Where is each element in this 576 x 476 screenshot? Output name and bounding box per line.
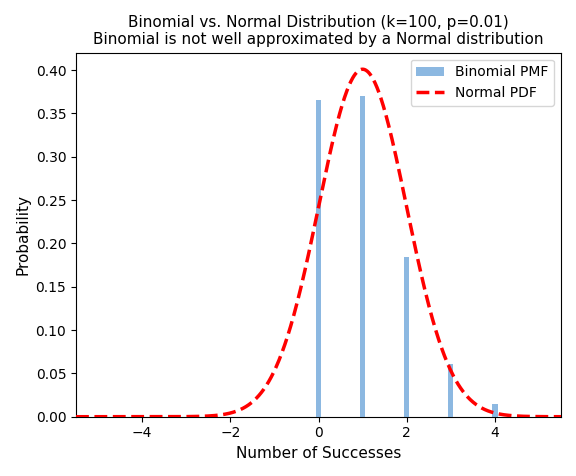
- Legend: Binomial PMF, Normal PDF: Binomial PMF, Normal PDF: [411, 60, 554, 106]
- Normal PDF: [268, 372, 275, 378]
- Bar: [448, 364, 453, 416]
- Bar: [492, 404, 498, 416]
- Normal PDF: [286, 327, 293, 332]
- Normal PDF: [558, 414, 564, 419]
- Normal PDF: [122, 414, 129, 419]
- Bar: [316, 99, 321, 416]
- X-axis label: Number of Successes: Number of Successes: [236, 446, 401, 461]
- Bar: [404, 257, 410, 416]
- Normal PDF: [460, 389, 467, 395]
- Normal PDF: [406, 218, 413, 224]
- Line: Normal PDF: Normal PDF: [76, 69, 561, 416]
- Normal PDF: [451, 376, 458, 381]
- Bar: [360, 96, 365, 416]
- Normal PDF: [359, 66, 366, 72]
- Normal PDF: [73, 414, 79, 419]
- Y-axis label: Probability: Probability: [15, 194, 30, 275]
- Title: Binomial vs. Normal Distribution (k=100, p=0.01)
Binomial is not well approximat: Binomial vs. Normal Distribution (k=100,…: [93, 15, 544, 48]
